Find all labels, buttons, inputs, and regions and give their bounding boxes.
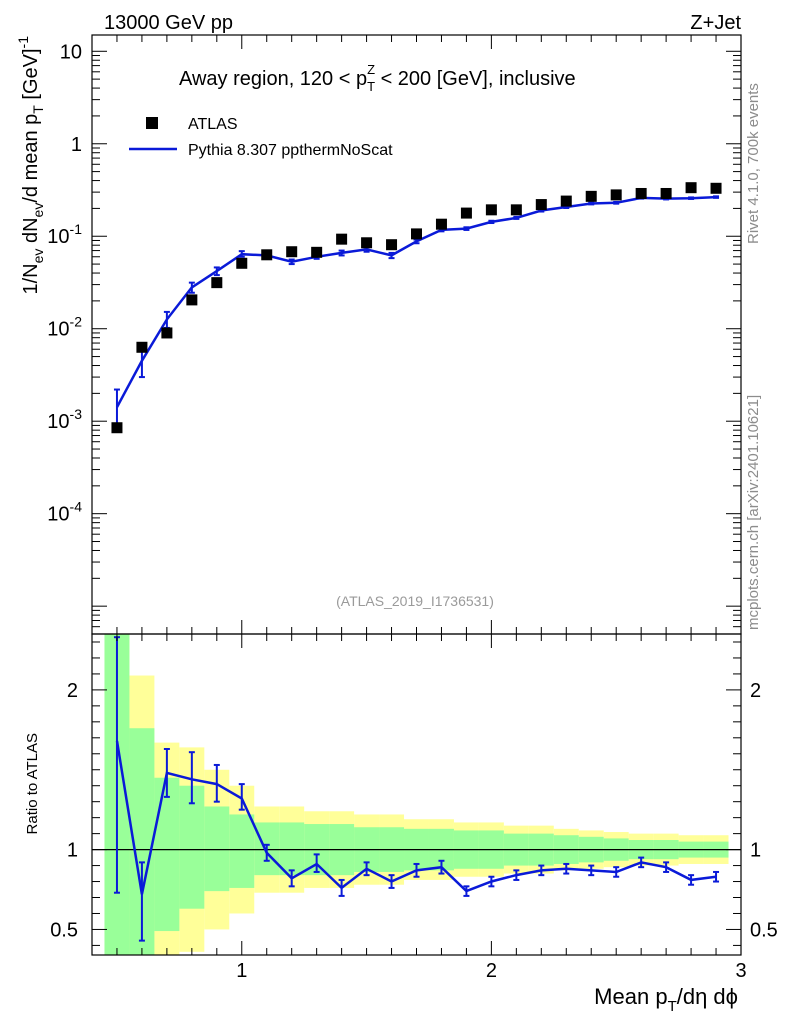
main-ytick-label-base-4: 1 [71,134,82,156]
atlas-point-24 [710,182,722,194]
main-ytick-label-base-1: 10 [47,411,69,433]
main-ytick-label-exp-3: -1 [70,221,83,237]
analysis-id: (ATLAS_2019_I1736531) [336,593,494,609]
ratio-ytick-label-right-0: 0.5 [750,919,778,941]
plot-title-pre: Away region, 120 < p [179,68,367,90]
legend-atlas-label: ATLAS [188,116,238,133]
plot-title: Away region, 120 < pZ T < 200 [GeV], incl… [179,62,576,94]
ratio-ytick-label-left-2: 2 [67,680,78,702]
atlas-point-14 [460,207,472,219]
ratio-uncertainty-bands [104,634,729,955]
main-plot-marks [111,182,722,434]
stat-band-bin-3 [179,785,205,909]
main-ytick-label-exp-2: -2 [70,314,83,330]
ratio-ytick-label-right-2: 2 [750,680,761,702]
x-axis-label-rest: /dη dϕ [677,984,738,1009]
main-ytick-label-base-3: 10 [47,226,69,248]
main-y-axis-label-part-7: -1 [15,36,31,49]
atlas-point-22 [660,187,672,199]
atlas-point-19 [585,190,597,202]
main-y-axis-label-part-3: ev [30,203,46,218]
atlas-point-1 [136,341,148,353]
main-ytick-label-3: 10-1 [47,221,82,248]
ratio-ytick-label-left-0: 0.5 [50,919,78,941]
main-ytick-label-base-2: 10 [47,319,69,341]
atlas-point-9 [336,233,348,245]
atlas-point-3 [186,294,198,306]
main-y-axis-label-part-0: 1/N [20,263,42,294]
ratio-plot-marks [113,636,720,942]
atlas-point-0 [111,422,123,434]
legend-atlas-marker [146,117,158,129]
stat-band-bin-4 [204,806,230,892]
ratio-ytick-label-left-1: 1 [67,840,78,862]
atlas-point-6 [261,249,273,261]
process-label: Z+Jet [690,12,741,34]
main-ytick-label-base-5: 10 [60,41,82,63]
atlas-point-5 [236,257,248,269]
main-y-axis-label-part-2: dN [20,217,42,248]
xtick-label-1: 2 [486,960,497,982]
main-ytick-label-exp-0: -4 [70,499,83,515]
atlas-point-4 [211,277,223,289]
atlas-point-17 [535,199,547,211]
main-ytick-label-exp-1: -3 [70,406,83,422]
atlas-point-13 [435,218,447,230]
atlas-point-7 [286,246,298,258]
ratio-y-axis-label: Ratio to ATLAS [24,733,41,834]
main-y-axis-label-part-4: /d mean p [20,114,42,203]
main-ytick-label-4: 1 [71,134,82,156]
atlas-point-23 [685,182,697,194]
atlas-point-2 [161,327,173,339]
main-y-axis-label-part-6: [GeV] [20,48,42,105]
x-axis-label-sub: T [668,998,677,1015]
legend: ATLAS Pythia 8.307 ppthermNoScat [129,116,393,159]
legend-mc-label: Pythia 8.307 ppthermNoScat [188,142,393,159]
stat-band-bin-7 [279,822,305,876]
atlas-point-8 [311,246,323,258]
plot-title-sub: T [367,79,375,94]
main-ytick-label-base-0: 10 [47,504,69,526]
atlas-point-16 [510,204,522,216]
xtick-label-2: 3 [735,960,746,982]
rivet-version-label: Rivet 4.1.0, 700k events [745,83,762,244]
main-y-axis-label-part-5: T [30,105,46,114]
axis-ticks [91,35,742,955]
atlas-point-12 [411,228,422,240]
main-ytick-label-2: 10-2 [47,314,82,341]
main-ytick-label-5: 10 [60,41,82,63]
collision-label: 13000 GeV pp [104,12,233,34]
atlas-point-21 [635,187,647,199]
plot-title-post: < 200 [GeV], inclusive [375,68,576,90]
atlas-point-20 [610,189,622,201]
atlas-point-15 [485,204,497,216]
main-ytick-label-0: 10-4 [47,499,82,526]
atlas-point-10 [361,237,373,249]
stat-band-bin-5 [229,814,255,888]
atlas-point-18 [560,195,572,207]
main-y-axis-label: 1/Nev dNev/d mean pT [GeV]-1 [15,36,46,295]
stat-band-bin-2 [154,777,180,932]
xtick-label-0: 1 [236,960,247,982]
atlas-point-11 [386,239,398,251]
main-ytick-label-1: 10-3 [47,406,82,433]
x-axis-label: Mean pT/dη dϕ [594,984,738,1015]
x-axis-label-main: Mean p [594,984,667,1009]
main-y-axis-label-part-1: ev [30,249,46,264]
ratio-ytick-label-right-1: 1 [750,840,761,862]
plot-title-sup: Z [367,62,375,77]
source-label: mcplots.cern.ch [arXiv:2401.10621] [745,394,762,630]
